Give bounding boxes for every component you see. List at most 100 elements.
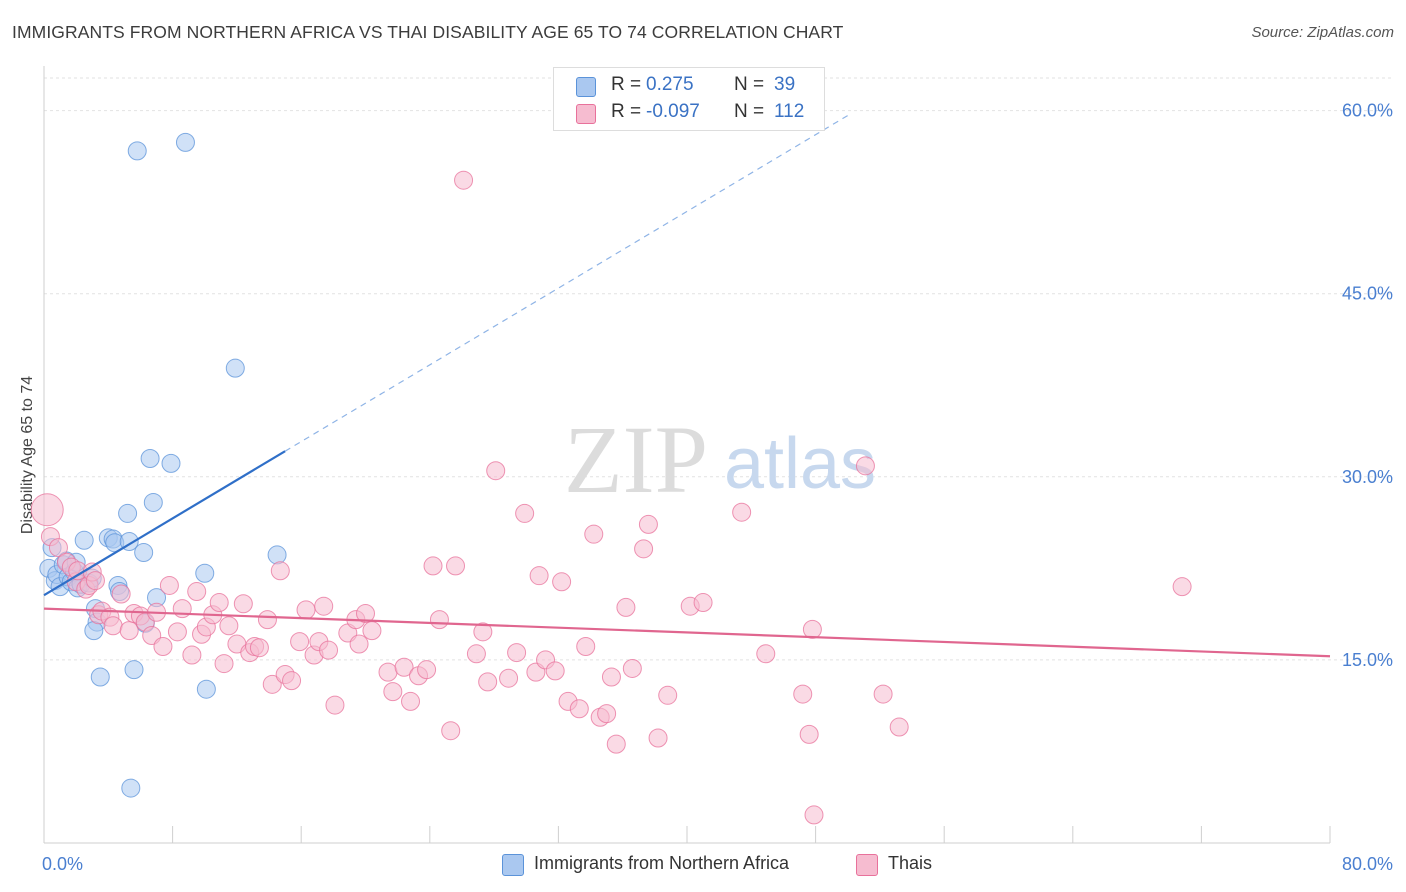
point-thais	[394, 657, 414, 677]
point-thais	[1172, 577, 1192, 597]
point-thais	[616, 597, 636, 617]
point-thais	[383, 682, 403, 702]
point-thais	[378, 662, 398, 682]
point-thais	[30, 493, 64, 527]
tick-labels: 15.0% 30.0% 45.0% 60.0% 0.0% 80.0%	[42, 101, 1393, 874]
point-thais	[401, 691, 421, 711]
legend-r-label: R =	[611, 74, 642, 95]
point-thais	[732, 502, 752, 522]
point-thais	[209, 593, 229, 613]
point-thais	[362, 621, 382, 641]
point-thais	[111, 584, 131, 604]
point-thais	[606, 734, 626, 754]
point-thais	[601, 667, 621, 687]
point-immigrants	[175, 132, 195, 152]
point-thais	[466, 644, 486, 664]
point-immigrants	[143, 492, 163, 512]
point-immigrants	[161, 453, 181, 473]
watermark-zip: ZIP	[564, 406, 708, 513]
point-thais	[499, 668, 519, 688]
point-thais	[214, 654, 234, 674]
point-thais	[187, 582, 207, 602]
point-thais	[349, 634, 369, 654]
point-thais	[249, 638, 269, 658]
point-thais	[802, 619, 822, 639]
point-thais	[552, 572, 572, 592]
point-thais	[48, 538, 68, 558]
point-immigrants	[196, 679, 216, 699]
point-thais	[584, 524, 604, 544]
point-immigrants	[124, 660, 144, 680]
point-thais	[634, 539, 654, 559]
point-thais	[515, 503, 535, 523]
point-thais	[262, 674, 282, 694]
point-thais	[319, 640, 339, 660]
point-thais	[270, 561, 290, 581]
legend-n-value: 39	[774, 74, 796, 95]
point-thais	[290, 632, 310, 652]
point-immigrants	[121, 778, 141, 798]
legend-swatch-immigrants	[502, 854, 524, 876]
axes	[43, 66, 1331, 844]
point-thais	[441, 721, 461, 741]
point-thais	[529, 566, 549, 586]
trend-line-thais	[43, 607, 1331, 658]
point-thais	[423, 556, 443, 576]
point-thais	[356, 604, 375, 624]
point-thais	[622, 658, 642, 678]
legend-label-immigrants: Immigrants from Northern Africa	[534, 853, 790, 873]
y-tick-label: 30.0%	[1342, 467, 1393, 487]
point-immigrants	[134, 542, 154, 562]
point-immigrants	[267, 545, 287, 565]
legend-swatch-thais	[856, 854, 878, 876]
legend-n-label: N =	[734, 74, 765, 95]
point-thais	[314, 596, 334, 616]
point-thais	[648, 728, 668, 748]
legend-r-value: -0.097	[646, 101, 700, 122]
point-immigrants	[90, 667, 110, 687]
point-thais	[325, 695, 345, 715]
point-thais	[793, 684, 813, 704]
trend-line-immigrants	[43, 450, 286, 597]
point-immigrants	[127, 141, 147, 161]
point-thais	[257, 610, 277, 630]
point-immigrants	[74, 530, 94, 550]
point-immigrants	[118, 503, 138, 523]
point-immigrants	[195, 563, 215, 583]
point-thais	[756, 644, 776, 664]
y-tick-label: 60.0%	[1342, 101, 1393, 121]
watermark-atlas: atlas	[724, 424, 876, 504]
point-immigrants	[84, 621, 104, 641]
point-thais	[658, 685, 678, 705]
legend-n-value: 112	[774, 101, 805, 122]
watermark: ZIP atlas	[564, 406, 876, 513]
legend-label-thais: Thais	[888, 853, 933, 873]
point-thais	[545, 661, 565, 681]
point-thais	[429, 610, 449, 630]
grid-lines	[44, 77, 1394, 661]
point-thais	[282, 671, 302, 691]
point-thais	[799, 724, 819, 744]
point-thais	[873, 684, 893, 704]
point-thais	[855, 456, 875, 476]
y-tick-label: 45.0%	[1342, 284, 1393, 304]
legend-swatch-thais	[576, 104, 596, 124]
point-thais	[569, 699, 589, 719]
point-thais	[103, 616, 123, 636]
point-thais	[889, 717, 909, 737]
series-legend: Immigrants from Northern Africa Thais	[0, 852, 1406, 878]
point-thais	[417, 660, 437, 680]
point-thais	[296, 600, 316, 620]
point-thais	[576, 636, 596, 656]
point-thais	[454, 170, 474, 190]
point-thais	[219, 616, 239, 636]
point-thais	[804, 805, 824, 825]
source-label: Source: ZipAtlas.com	[1251, 24, 1394, 41]
point-thais	[486, 461, 506, 481]
legend-swatch-immigrants	[576, 77, 596, 97]
point-thais	[159, 575, 179, 595]
point-thais	[597, 704, 617, 724]
y-tick-label: 15.0%	[1342, 650, 1393, 670]
correlation-legend: R = 0.275 N = 39 R = -0.097 N = 112	[553, 67, 825, 131]
